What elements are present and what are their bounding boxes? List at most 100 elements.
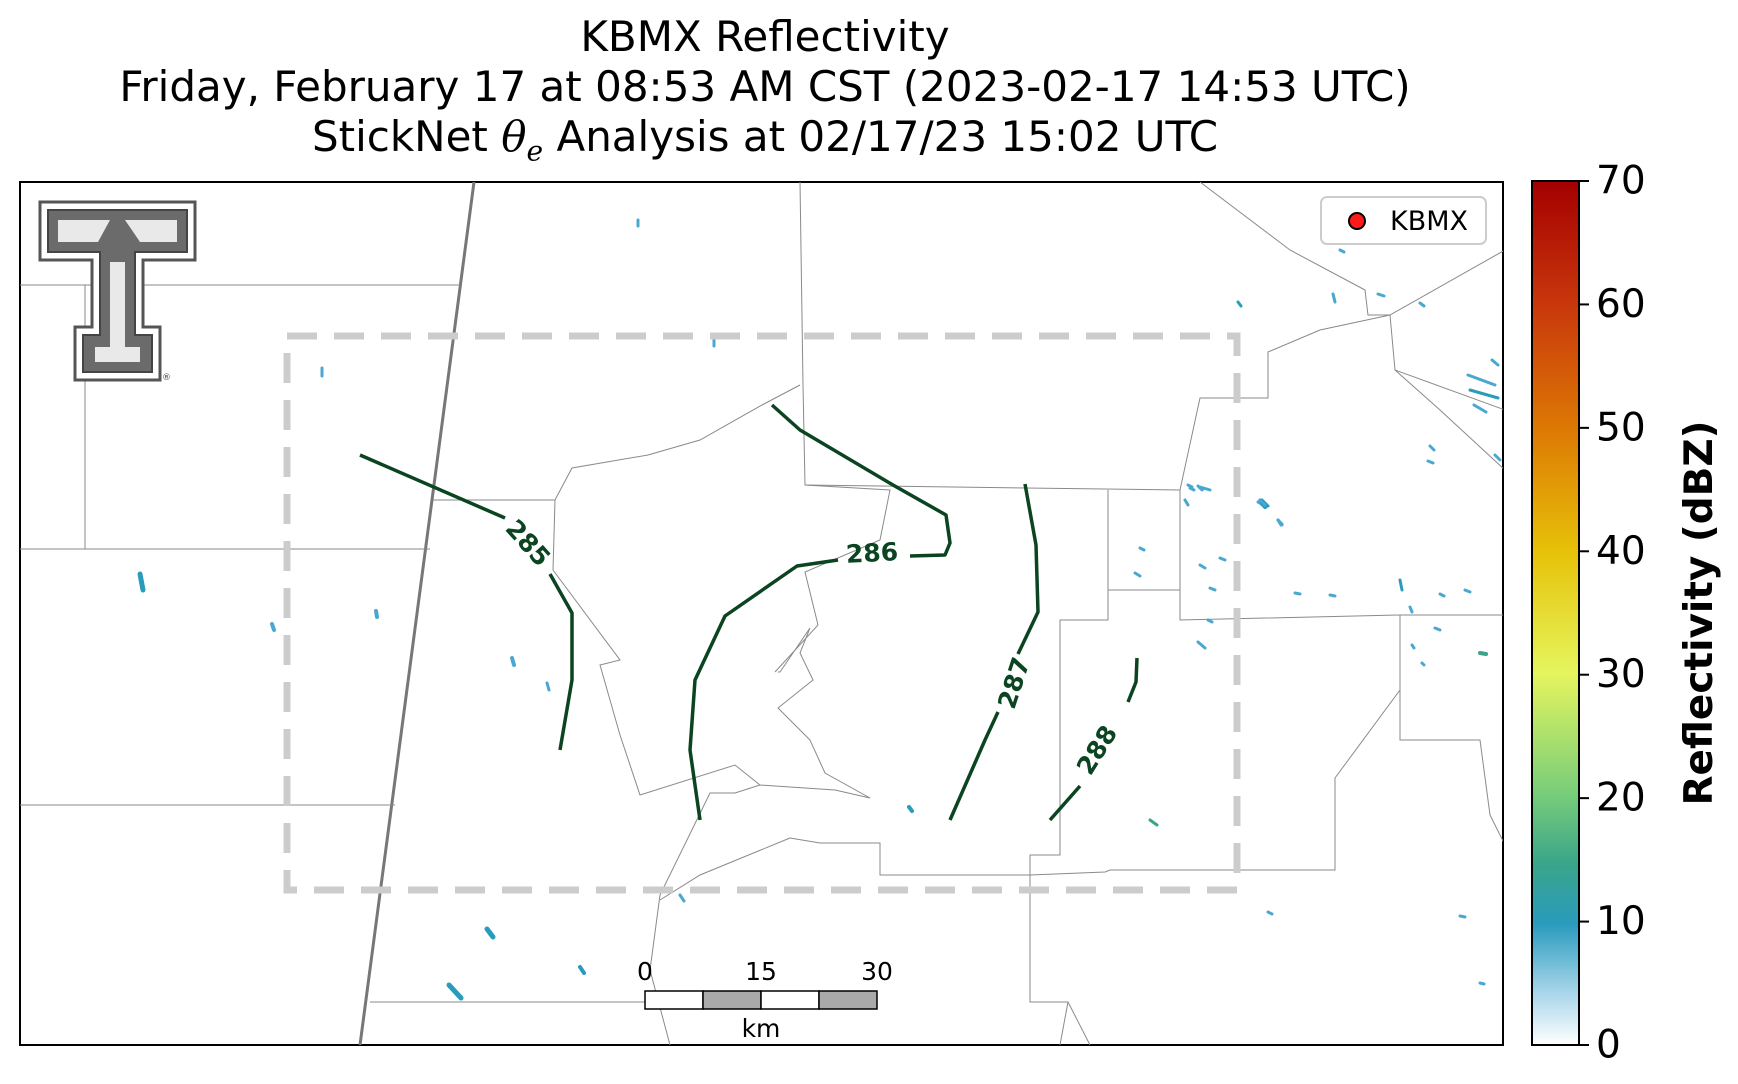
map-legend: KBMX: [1320, 196, 1487, 245]
colorbar-tick-label: 20: [1596, 776, 1646, 821]
scale-tick-15: 15: [745, 957, 777, 986]
echo: [1420, 661, 1426, 667]
echo: [1410, 643, 1416, 650]
echo: [1183, 498, 1190, 507]
state-boundary: [358, 182, 476, 1045]
contour-285-line: [359, 453, 506, 520]
county-line: [1179, 590, 1503, 621]
echo: [1438, 592, 1446, 598]
county-line: [774, 182, 891, 673]
echo: [1196, 640, 1207, 650]
colorbar-tick-label: 0: [1596, 1023, 1621, 1068]
echo: [1478, 651, 1488, 656]
echo: [137, 571, 146, 593]
colorbar-tick-label: 50: [1596, 405, 1646, 450]
colorbar-tick-label: 70: [1596, 159, 1646, 204]
analysis-domain-box: [283, 332, 1241, 894]
county-line: [789, 689, 1401, 876]
echo: [1472, 403, 1488, 414]
map-title: KBMX Reflectivity Friday, February 17 at…: [0, 12, 1530, 176]
title-line-1: KBMX Reflectivity: [580, 12, 950, 61]
echo: [545, 681, 551, 692]
contour-288-line: [1126, 657, 1139, 703]
county-line: [1067, 1001, 1091, 1045]
echo: [1398, 578, 1404, 592]
echo: [1426, 459, 1435, 465]
echo: [1188, 486, 1196, 492]
echo: [1328, 593, 1337, 598]
echo: [1490, 358, 1500, 367]
echo: [1138, 546, 1146, 552]
scale-tick-0: 0: [637, 957, 653, 986]
contour-287-line: [948, 711, 1000, 821]
echo: [1186, 483, 1194, 489]
echo: [1236, 300, 1243, 308]
echo: [1331, 292, 1337, 304]
county-line: [552, 499, 871, 799]
reflectivity-echoes: [137, 218, 1502, 1001]
echo: [446, 982, 464, 1001]
colorbar-label: Reflectivity (dBZ): [1677, 421, 1722, 806]
echo: [1293, 591, 1302, 596]
county-line: [659, 837, 791, 901]
title-line-3: StickNet θe Analysis at 02/17/23 15:02 U…: [0, 112, 1530, 176]
echo: [1493, 453, 1502, 462]
colorbar: 0 10 20 30 40 50 60 70 Reflectivity (dBZ): [1531, 159, 1722, 1068]
colorbar-ticks: 0 10 20 30 40 50 60 70: [1579, 159, 1646, 1068]
title-line-3-prefix: StickNet: [311, 112, 502, 161]
county-line: [1394, 369, 1503, 410]
echo: [1206, 618, 1214, 624]
echo: [1433, 626, 1442, 632]
colorbar-gradient: [1531, 180, 1580, 1046]
contour-286-line: [688, 558, 839, 821]
echo: [1338, 248, 1346, 254]
echo: [510, 656, 516, 667]
colorbar-tick-label: 60: [1596, 282, 1646, 327]
contour-286-line: [770, 403, 952, 558]
theta-symbol: θ: [501, 112, 527, 161]
contour-285-line: [548, 573, 574, 751]
echo: [484, 926, 496, 940]
scale-tick-30: 30: [861, 957, 893, 986]
colorbar-tick-label: 40: [1596, 529, 1646, 574]
scale-unit: km: [742, 1014, 781, 1043]
contour-287-line: [1016, 483, 1040, 655]
echo: [1468, 388, 1500, 400]
theta-subscript: e: [526, 134, 544, 168]
county-line: [1199, 182, 1390, 316]
echo: [1258, 498, 1267, 507]
echo: [1266, 910, 1274, 916]
echo: [1218, 556, 1227, 562]
echo: [1198, 563, 1207, 570]
county-line: [1389, 314, 1503, 469]
title-line-2: Friday, February 17 at 08:53 AM CST (202…: [119, 62, 1411, 111]
legend-label: KBMX: [1390, 206, 1468, 237]
echo: [1478, 981, 1486, 986]
title-line-3-suffix: Analysis at 02/17/23 15:02 UTC: [543, 112, 1219, 161]
contour-label-286: 286: [845, 537, 899, 569]
echo: [1408, 605, 1414, 614]
echo: [907, 805, 914, 813]
echo: [1376, 292, 1386, 298]
echo: [1418, 301, 1426, 308]
registered-mark: ®: [162, 373, 171, 383]
echo: [1208, 586, 1217, 592]
echo: [1466, 373, 1497, 387]
contour-288-line: [1048, 784, 1082, 822]
echo: [1276, 518, 1283, 527]
map-frame: [19, 181, 1504, 1046]
echo: [1198, 486, 1205, 491]
county-line: [1399, 615, 1503, 843]
echo: [1148, 818, 1159, 827]
county-boundaries: [20, 182, 1503, 1045]
echo: [374, 609, 379, 619]
echo: [1458, 914, 1467, 919]
echo: [1133, 571, 1142, 578]
scale-bar: 0 15 30 km: [637, 957, 893, 1043]
echo: [270, 622, 276, 632]
county-line: [649, 784, 761, 1045]
echo: [1428, 444, 1436, 452]
echo: [578, 965, 586, 975]
county-line: [804, 250, 1503, 491]
